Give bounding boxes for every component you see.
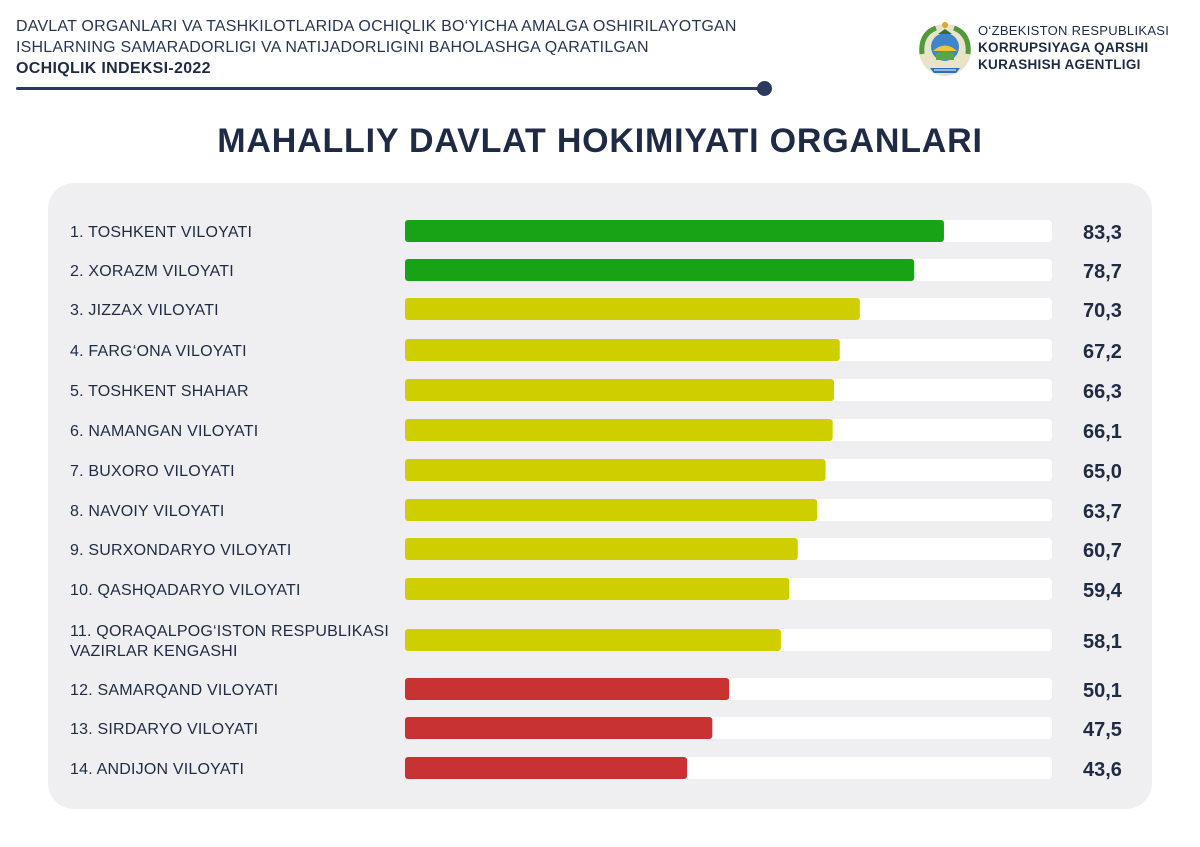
header-rule-dot <box>757 81 772 96</box>
category-label: 3. JIZZAX VILOYATI <box>70 302 219 319</box>
agency-name: O‘ZBEKISTON RESPUBLIKASI KORRUPSIYAGA QA… <box>978 22 1169 73</box>
header-text: DAVLAT ORGANLARI VA TASHKILOTLARIDA OCHI… <box>16 16 776 80</box>
category-label: 2. XORAZM VILOYATI <box>70 263 234 280</box>
agency-line-3: KURASHISH AGENTLIGI <box>978 57 1141 72</box>
bar <box>405 339 840 361</box>
value-label: 78,7 <box>1083 261 1122 283</box>
value-label: 70,3 <box>1083 300 1122 322</box>
value-label: 43,6 <box>1083 759 1122 781</box>
value-label: 66,1 <box>1083 421 1122 443</box>
bar <box>405 678 730 700</box>
agency-line-2: KORRUPSIYAGA QARSHI <box>978 40 1149 55</box>
category-label: 14. ANDIJON VILOYATI <box>70 761 244 778</box>
bar <box>405 629 781 651</box>
bar <box>405 419 833 441</box>
agency-line-1: O‘ZBEKISTON RESPUBLIKASI <box>978 23 1170 38</box>
chart-panel <box>48 183 1152 809</box>
bar <box>405 499 818 521</box>
category-label: 12. SAMARQAND VILOYATI <box>70 682 278 699</box>
uzbekistan-coat-of-arms-icon <box>919 22 971 76</box>
chart-title: MAHALLIY DAVLAT HOKIMIYATI ORGANLARI <box>217 122 983 160</box>
value-label: 63,7 <box>1083 501 1122 523</box>
value-label: 58,1 <box>1083 631 1122 653</box>
header-line-1: DAVLAT ORGANLARI VA TASHKILOTLARIDA OCHI… <box>16 18 737 35</box>
category-label: 6. NAMANGAN VILOYATI <box>70 423 258 440</box>
category-label: 5. TOSHKENT SHAHAR <box>70 383 249 400</box>
category-label: 13. SIRDARYO VILOYATI <box>70 721 258 738</box>
value-label: 66,3 <box>1083 381 1122 403</box>
value-label: 59,4 <box>1083 580 1123 602</box>
bar <box>405 538 798 560</box>
bar <box>405 259 915 281</box>
value-label: 60,7 <box>1083 540 1122 562</box>
category-label: 4. FARG‘ONA VILOYATI <box>70 343 247 360</box>
bar <box>405 298 860 320</box>
value-label: 47,5 <box>1083 719 1122 741</box>
bar <box>405 717 713 739</box>
index-title: OCHIQLIK INDEKSI-2022 <box>16 60 211 77</box>
bar <box>405 220 944 242</box>
value-label: 67,2 <box>1083 341 1122 363</box>
category-label: 11. QORAQALPOG‘ISTON RESPUBLIKASI <box>70 623 389 640</box>
bar <box>405 459 826 481</box>
header-line-2: ISHLARNING SAMARADORLIGI VA NATIJADORLIG… <box>16 39 649 56</box>
header-rule <box>16 87 760 90</box>
category-label: VAZIRLAR KENGASHI <box>70 643 238 660</box>
category-label: 7. BUXORO VILOYATI <box>70 463 235 480</box>
bar <box>405 578 790 600</box>
agency-logo: O‘ZBEKISTON RESPUBLIKASI KORRUPSIYAGA QA… <box>916 20 1186 80</box>
category-label: 8. NAVOIY VILOYATI <box>70 503 224 520</box>
category-label: 10. QASHQADARYO VILOYATI <box>70 582 301 599</box>
value-label: 50,1 <box>1083 680 1122 702</box>
value-label: 83,3 <box>1083 222 1122 244</box>
value-label: 65,0 <box>1083 461 1122 483</box>
bar <box>405 757 688 779</box>
category-label: 1. TOSHKENT VILOYATI <box>70 224 252 241</box>
bar <box>405 379 834 401</box>
category-label: 9. SURXONDARYO VILOYATI <box>70 542 292 559</box>
